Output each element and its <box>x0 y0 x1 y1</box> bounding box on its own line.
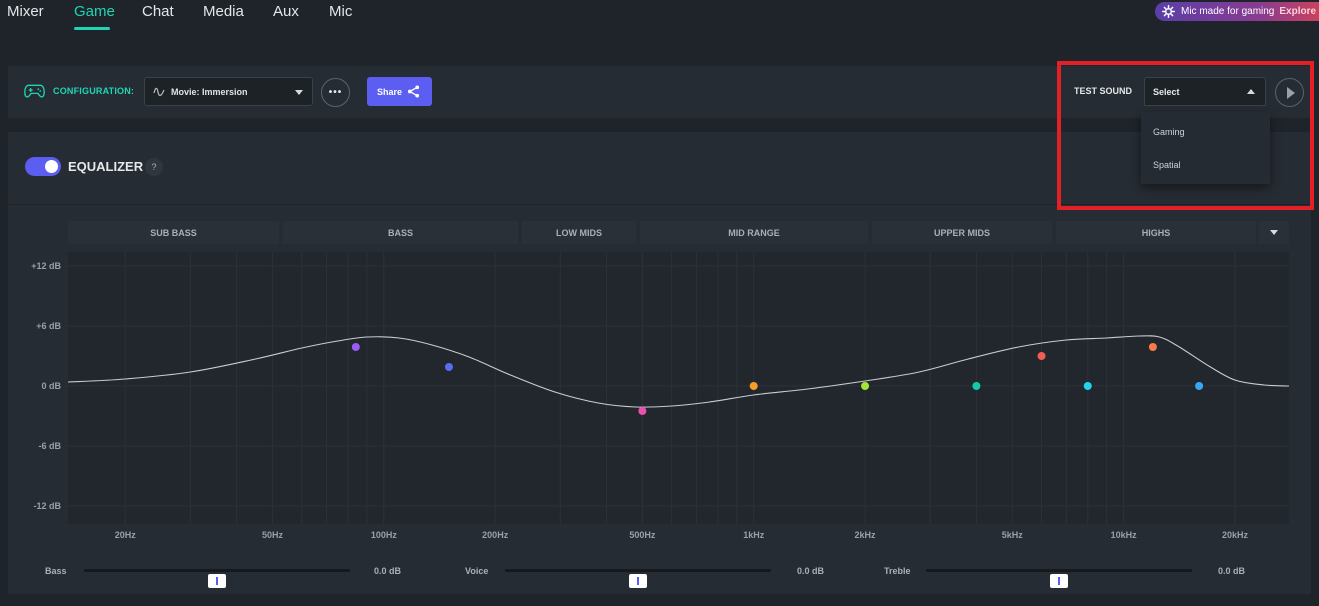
toggle-knob <box>45 160 58 173</box>
play-icon <box>1287 87 1295 99</box>
tab-media[interactable]: Media <box>203 3 244 20</box>
equalizer-title: EQUALIZER <box>68 159 144 174</box>
share-button[interactable]: Share <box>367 77 432 106</box>
slider-label-voice: Voice <box>465 566 489 576</box>
band-upper-mids: UPPER MIDS <box>872 221 1052 244</box>
band-low-mids: LOW MIDS <box>522 221 636 244</box>
option-spatial[interactable]: Spatial <box>1153 160 1181 170</box>
tab-game[interactable]: Game <box>74 3 115 20</box>
bass-slider-track[interactable] <box>84 569 350 588</box>
plot-area <box>68 252 1289 524</box>
x-tick-label: 2kHz <box>855 530 877 540</box>
bass-slider-thumb[interactable] <box>208 574 226 588</box>
eq-band-handle[interactable] <box>444 363 453 371</box>
gamepad-icon <box>24 84 45 98</box>
equalizer-panel: EQUALIZER ? SUB BASS BASS LOW MIDS MID R… <box>8 132 1311 594</box>
promo-explore-link[interactable]: Explore <box>1279 6 1317 17</box>
band-highs: HIGHS <box>1056 221 1256 244</box>
eq-chart-svg: +12 dB +6 dB 0 dB -6 dB -12 dB 20Hz 50Hz 100Hz… <box>31 252 1290 540</box>
x-tick-label: 500Hz <box>629 530 656 540</box>
test-sound-value: Select <box>1153 87 1180 97</box>
x-tick-label: 50Hz <box>262 530 284 540</box>
treble-slider-track[interactable] <box>926 569 1192 588</box>
x-tick-label: 20kHz <box>1222 530 1249 540</box>
voice-slider-value: 0.0 dB <box>797 566 825 576</box>
band-sub-bass: SUB BASS <box>68 221 279 244</box>
more-options-button[interactable]: ••• <box>321 78 350 107</box>
slider-label-bass: Bass <box>45 566 67 576</box>
tab-mic[interactable]: Mic <box>329 3 353 20</box>
chevron-down-icon <box>1270 230 1278 235</box>
equalizer-toggle[interactable] <box>25 157 61 176</box>
promo-banner[interactable]: Mic made for gaming Explore <box>1155 2 1319 21</box>
x-tick-label: 10kHz <box>1111 530 1138 540</box>
configuration-bar: CONFIGURATION: Movie: Immersion ••• Shar… <box>8 66 1311 118</box>
promo-text: Mic made for gaming <box>1181 6 1275 17</box>
tab-chat[interactable]: Chat <box>142 3 174 20</box>
x-tick-label: 100Hz <box>371 530 398 540</box>
y-tick-label: -6 dB <box>39 441 62 451</box>
eq-band-handle[interactable] <box>861 382 870 390</box>
band-mid-range: MID RANGE <box>640 221 868 244</box>
chevron-up-icon <box>1247 89 1255 94</box>
y-tick-label: +6 dB <box>36 321 61 331</box>
test-sound-label: TEST SOUND <box>1074 86 1133 96</box>
eq-band-handle[interactable] <box>1083 382 1092 390</box>
treble-slider-thumb[interactable] <box>1050 574 1068 588</box>
steelseries-logo-icon <box>1162 5 1175 18</box>
x-tick-label: 5kHz <box>1002 530 1024 540</box>
eq-band-handle[interactable] <box>1195 382 1204 390</box>
tab-aux[interactable]: Aux <box>273 3 299 20</box>
y-tick-label: +12 dB <box>31 261 61 271</box>
test-sound-dropdown: Gaming Spatial <box>1141 112 1270 184</box>
play-test-sound-button[interactable] <box>1275 78 1304 107</box>
waveform-icon <box>153 87 165 97</box>
configuration-select[interactable]: Movie: Immersion <box>144 77 313 106</box>
divider <box>8 204 1311 205</box>
y-tick-label: 0 dB <box>41 381 61 391</box>
y-tick-label: -12 dB <box>33 501 61 511</box>
top-nav: Mixer Game Chat Media Aux Mic Mic made f… <box>0 0 1319 44</box>
voice-slider-thumb[interactable] <box>629 574 647 588</box>
eq-band-handle[interactable] <box>749 382 758 390</box>
x-tick-label: 200Hz <box>482 530 509 540</box>
bass-slider-value: 0.0 dB <box>374 566 402 576</box>
configuration-value: Movie: Immersion <box>171 87 248 97</box>
x-tick-label: 1kHz <box>743 530 765 540</box>
band-bass: BASS <box>283 221 518 244</box>
eq-band-handle[interactable] <box>1037 352 1046 360</box>
option-gaming[interactable]: Gaming <box>1153 127 1185 137</box>
chevron-down-icon <box>295 90 303 95</box>
eq-band-handle[interactable] <box>351 343 360 351</box>
x-tick-label: 20Hz <box>115 530 137 540</box>
eq-band-handle[interactable] <box>972 382 981 390</box>
eq-curve <box>67 335 1290 408</box>
eq-band-handle[interactable] <box>638 407 647 415</box>
voice-slider-track[interactable] <box>505 569 771 588</box>
share-icon <box>407 85 420 98</box>
active-tab-indicator <box>74 27 110 30</box>
slider-label-treble: Treble <box>884 566 911 576</box>
band-expand-button[interactable] <box>1259 221 1289 244</box>
eq-chart[interactable]: +12 dB +6 dB 0 dB -6 dB -12 dB 20Hz 50Hz 100Hz… <box>8 248 1311 558</box>
tone-sliders: Bass 0.0 dB Voice 0.0 dB Treble 0.0 dB <box>8 558 1311 594</box>
tab-mixer[interactable]: Mixer <box>7 3 44 20</box>
eq-band-handle[interactable] <box>1148 343 1157 351</box>
help-icon[interactable]: ? <box>145 158 163 176</box>
configuration-label: CONFIGURATION: <box>53 86 135 96</box>
frequency-band-bar: SUB BASS BASS LOW MIDS MID RANGE UPPER M… <box>68 221 1289 244</box>
treble-slider-value: 0.0 dB <box>1218 566 1246 576</box>
test-sound-select[interactable]: Select <box>1144 77 1266 106</box>
share-label: Share <box>377 86 403 97</box>
